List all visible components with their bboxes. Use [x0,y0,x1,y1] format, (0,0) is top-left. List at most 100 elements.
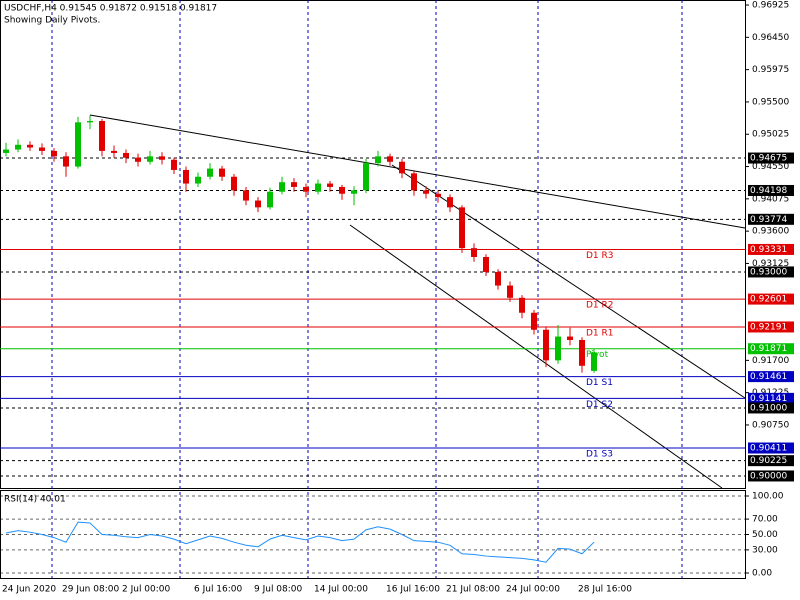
candle-body [339,186,345,194]
level-label: 0.91141 [750,394,787,404]
x-tick-label: 21 Jul 08:00 [446,585,500,595]
level-box [748,371,794,383]
x-tick-label: 24 Jul 00:00 [506,585,560,595]
level-label: 0.92601 [750,295,787,305]
candle-body [507,285,513,298]
y-tick-label: 0.90750 [752,420,789,430]
candle-body [495,271,501,286]
candle-body [519,297,525,313]
y-tick-label: 50.00 [752,530,778,540]
candle-body [207,168,213,177]
x-tick-label: 28 Jul 16:00 [578,585,632,595]
y-tick-label: 0.95500 [752,97,789,107]
candle-body [591,352,597,371]
candle-body [135,157,141,162]
level-box [748,392,794,404]
candle-body [423,190,429,194]
level-label: 0.90225 [750,456,787,466]
x-tick-label: 24 Jun 2020 [2,585,56,595]
level-name: Pivot [586,350,609,360]
y-tick-label: 100.00 [752,491,784,501]
candle-body [579,339,585,366]
candle-body [483,256,489,272]
y-tick-label: 0.95025 [752,130,789,140]
y-tick-label: 0.96450 [752,33,789,43]
candle-body [447,197,453,208]
y-tick-label: 0.91700 [752,356,789,366]
y-tick-label: 0.95975 [752,65,789,75]
candle-body [147,156,153,162]
price-panel [0,0,746,489]
level-box [748,402,794,414]
level-box [748,321,794,333]
level-box [748,152,794,164]
candle-body [183,169,189,184]
candle-body [459,207,465,249]
candle-body [3,149,9,153]
candle-body [435,193,441,198]
y-tick-label: 0.94075 [752,194,789,204]
level-label: 0.91000 [750,403,787,413]
candle-body [531,312,537,330]
level-name: D1 R2 [586,301,614,311]
candle-body [111,150,117,153]
y-tick-label: 0.00 [752,569,772,579]
candle-body [555,336,561,361]
candle-body [243,190,249,201]
level-label: 0.91461 [750,372,787,382]
rsi-line [5,521,595,563]
candle-body [399,161,405,174]
candle-body [63,156,69,167]
candle-body [315,183,321,192]
candle-body [351,190,357,194]
level-label: 0.93000 [750,267,787,277]
level-box [748,470,794,482]
candle-body [99,120,105,151]
level-name: D1 R3 [586,251,614,261]
trendline [89,114,746,229]
candle-body [39,147,45,151]
candle-body [51,150,57,157]
candle-body [387,156,393,162]
level-box [748,213,794,225]
level-label: 0.94198 [750,186,787,196]
x-tick-label: 6 Jul 16:00 [194,585,243,595]
candle-body [567,336,573,340]
vertical-grid [51,0,683,578]
level-label: 0.92191 [750,322,787,332]
x-tick-label: 2 Jul 00:00 [122,585,171,595]
x-tick-label: 16 Jul 16:00 [386,585,440,595]
level-label: 0.93774 [750,215,787,225]
candle-body [219,168,225,177]
candle-body [231,176,237,191]
candle-body [375,156,381,164]
candle-body [543,329,549,361]
y-tick-label: 70.00 [752,515,778,525]
candle-body [303,186,309,192]
level-name: D1 R1 [586,328,614,338]
candle-body [27,144,33,148]
y-tick-label: 0.96925 [752,1,789,11]
candle-body [471,248,477,257]
x-tick-label: 29 Jun 08:00 [62,585,119,595]
level-box [748,184,794,196]
candle-body [171,159,177,170]
candle-body [15,144,21,150]
candle-body [159,156,165,160]
level-label: 0.90411 [750,444,787,454]
candle-body [291,182,297,187]
y-tick-label: 0.93125 [752,259,789,269]
level-name: D1 S1 [586,378,613,388]
chart-title: USDCHF,H4 0.91545 0.91872 0.91518 0.9181… [4,4,217,14]
level-box [748,455,794,467]
candle-body [195,176,201,184]
rsi-title: RSI(14) 40.01 [4,495,66,505]
candle-body [123,152,129,158]
level-label: 0.94675 [750,154,787,164]
candle-body [267,191,273,208]
y-tick-label: 30.00 [752,545,778,555]
candle-body [75,122,81,167]
level-box [748,293,794,305]
candle-body [363,163,369,191]
